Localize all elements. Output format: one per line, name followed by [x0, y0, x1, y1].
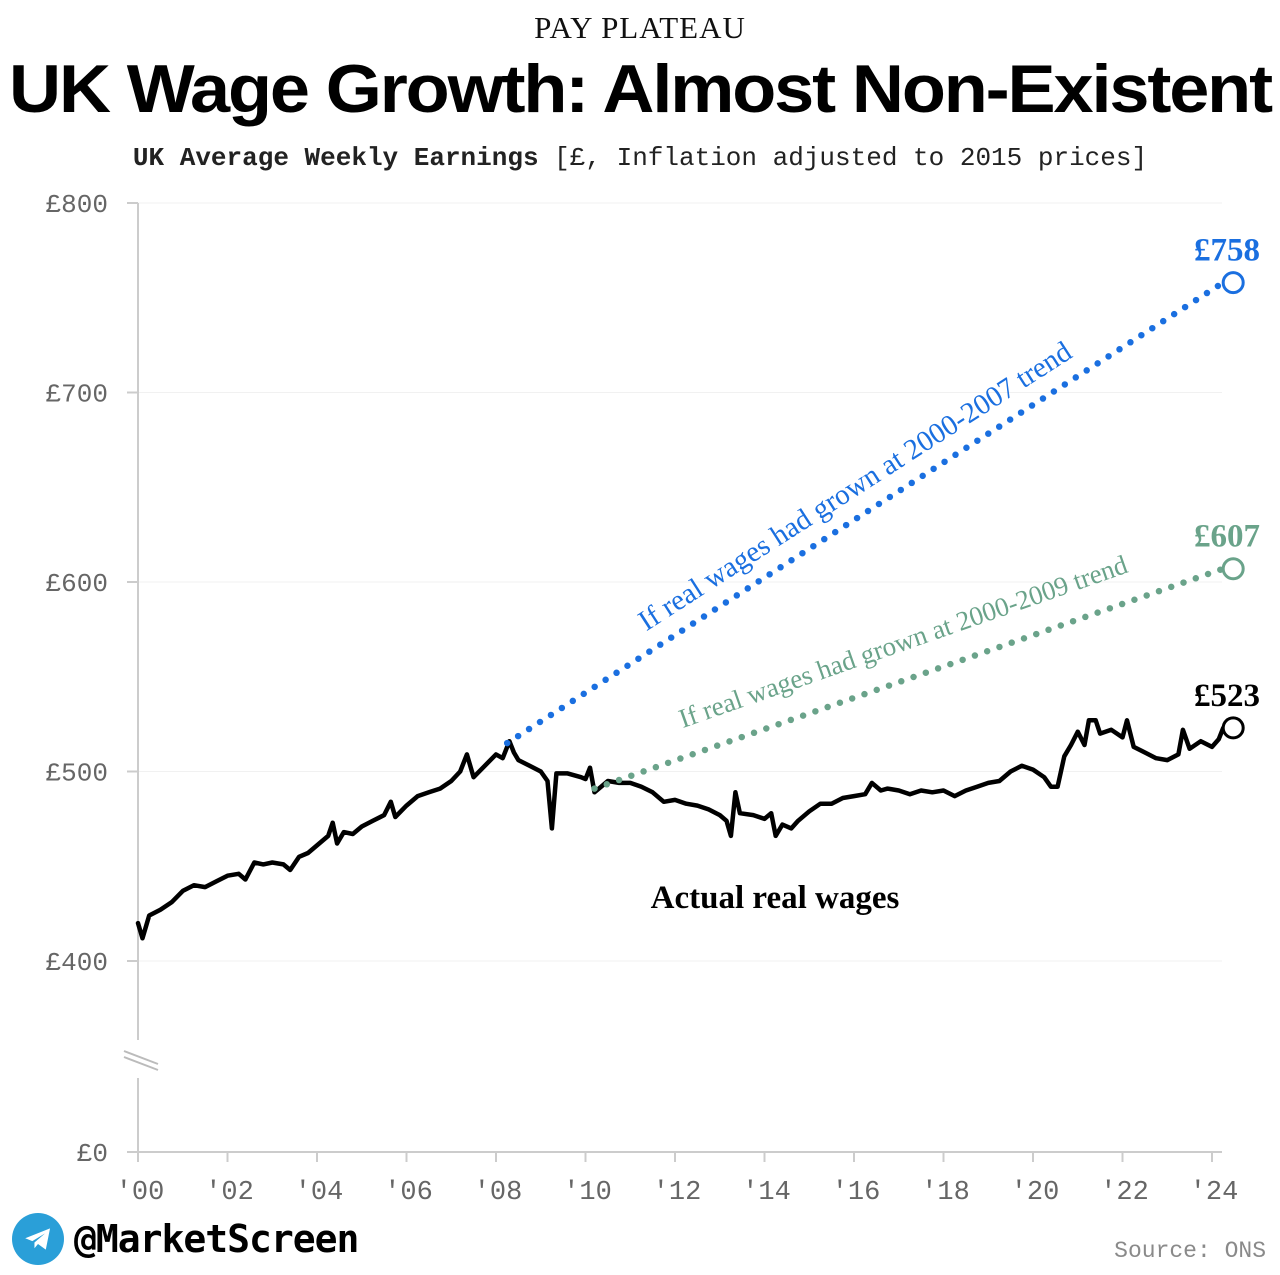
- series-lines: [135, 271, 1245, 941]
- end-point-marker: [1221, 557, 1245, 581]
- footer-handle[interactable]: @MarketScreen: [12, 1213, 359, 1265]
- y-tick-label: £700: [46, 380, 108, 410]
- x-tick-label: '00: [116, 1178, 165, 1208]
- x-tick-label: '22: [1100, 1178, 1149, 1208]
- chart-subtitle: UK Average Weekly Earnings [£, Inflation…: [0, 143, 1280, 173]
- x-tick-label: '24: [1190, 1178, 1239, 1208]
- end-point-marker: [1221, 271, 1245, 295]
- y-tick-label: £600: [46, 569, 108, 599]
- chart-title: UK Wage Growth: Almost Non-Existent: [9, 51, 1273, 127]
- x-tick-label: '20: [1011, 1178, 1060, 1208]
- x-tick-label: '04: [295, 1178, 344, 1208]
- source-note: Source: ONS: [1114, 1238, 1266, 1264]
- handle-text: @MarketScreen: [74, 1217, 359, 1261]
- subtitle-main: UK Average Weekly Earnings: [132, 143, 539, 173]
- series-name-label: Actual real wages: [651, 880, 900, 916]
- axes: £800 £700 £600 £500 £400 £0 '00 '02 '04 '06 '08 '10…: [46, 190, 1239, 1208]
- end-value-label: £607: [1194, 519, 1260, 555]
- end-value-label: £523: [1194, 678, 1260, 714]
- axis-break-mark: [123, 1050, 159, 1065]
- subtitle-units: [£, Inflation adjusted to 2015 prices]: [538, 143, 1148, 173]
- y-tick-label: £800: [46, 190, 108, 220]
- x-tick-label: '06: [384, 1178, 433, 1208]
- chart-kicker: PAY PLATEAU: [534, 10, 746, 45]
- y-tick-label: £0: [77, 1139, 108, 1169]
- x-tick-label: '18: [921, 1178, 970, 1208]
- x-tick-label: '16: [832, 1178, 881, 1208]
- end-value-label: £758: [1194, 233, 1260, 269]
- y-tick-label: £400: [46, 948, 108, 978]
- grid-lines: [138, 202, 1222, 962]
- x-tick-label: '10: [563, 1178, 612, 1208]
- x-tick-label: '14: [742, 1178, 791, 1208]
- x-tick-label: '08: [474, 1178, 523, 1208]
- end-point-marker: [1221, 716, 1245, 740]
- x-tick-label: '02: [205, 1178, 254, 1208]
- actual-wages-line: [135, 718, 1226, 941]
- telegram-icon: [12, 1213, 64, 1265]
- axis-break-mark: [123, 1056, 159, 1071]
- x-tick-label: '12: [653, 1178, 702, 1208]
- y-tick-label: £500: [46, 759, 108, 789]
- trend-line-2000-2007: [503, 279, 1227, 747]
